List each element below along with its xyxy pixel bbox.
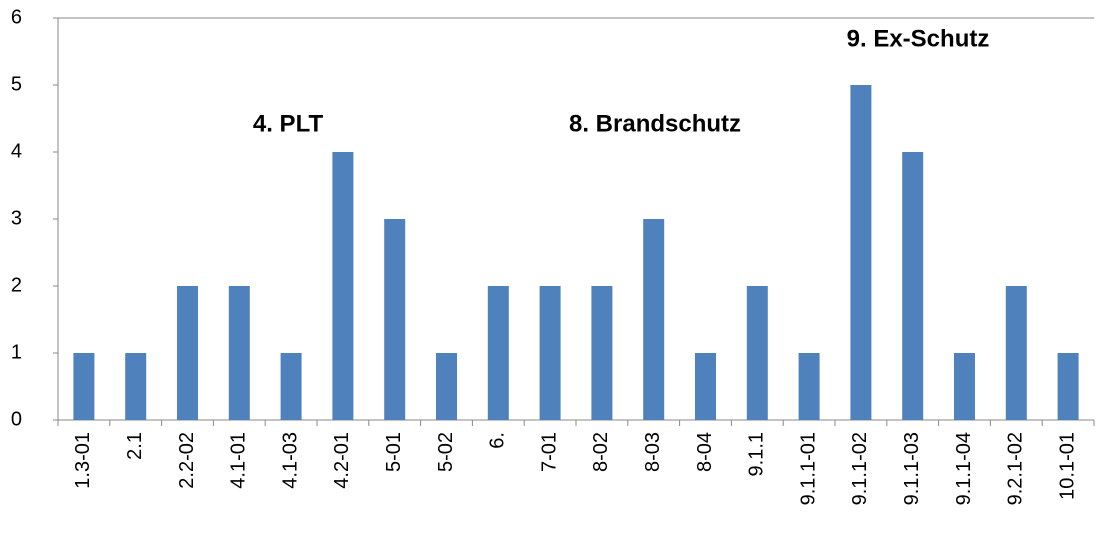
x-tick-label: 4.1-01 [228,432,250,489]
bar [902,152,924,420]
bar [954,353,975,420]
y-tick-label: 3 [11,207,22,229]
bar [591,286,613,420]
x-tick-label: 7-01 [538,432,560,472]
annotation: 9. Ex-Schutz [847,25,990,52]
y-tick-label: 1 [11,341,22,363]
x-tick-label: 5-02 [435,432,457,472]
x-tick-label: 1.3-01 [72,432,94,489]
x-tick-label: 5-01 [383,432,405,472]
x-tick-label: 4.2-01 [331,432,353,489]
x-tick-label: 8-02 [590,432,612,472]
x-tick-label: 9.1.1 [746,432,768,476]
x-tick-label: 2.2-02 [176,432,198,489]
bar [539,286,561,420]
bar [643,219,665,420]
bar [280,353,302,420]
bar [384,219,406,420]
x-tick-label: 9.1.1-03 [901,432,923,505]
y-tick-label: 0 [11,408,22,430]
bar [228,286,250,420]
bar [1005,286,1027,420]
bar [73,353,95,420]
bar [798,353,820,420]
bar [332,152,354,420]
bar [125,353,147,420]
y-tick-label: 4 [11,140,22,162]
x-tick-label: 9.1.1-01 [797,432,819,505]
bar [746,286,768,420]
bar [850,85,872,420]
y-tick-label: 5 [11,73,22,95]
x-tick-label: 8-04 [694,432,716,472]
x-tick-label: 4.1-03 [279,432,301,489]
x-tick-label: 9.2.1-02 [1005,432,1027,505]
y-tick-label: 6 [11,6,22,28]
bar [177,286,198,420]
x-tick-label: 9.1.1-04 [953,432,975,505]
annotation: 8. Brandschutz [569,110,741,137]
bar [1057,353,1079,420]
y-tick-label: 2 [11,274,22,296]
x-tick-label: 2.1 [124,432,146,460]
x-tick-label: 6. [487,432,509,449]
bar [695,353,716,420]
annotation: 4. PLT [253,110,324,137]
bar [436,353,457,420]
x-tick-label: 8-03 [642,432,664,472]
x-tick-label: 10.1-01 [1056,432,1078,500]
bar [487,286,509,420]
x-tick-label: 9.1.1-02 [849,432,871,505]
